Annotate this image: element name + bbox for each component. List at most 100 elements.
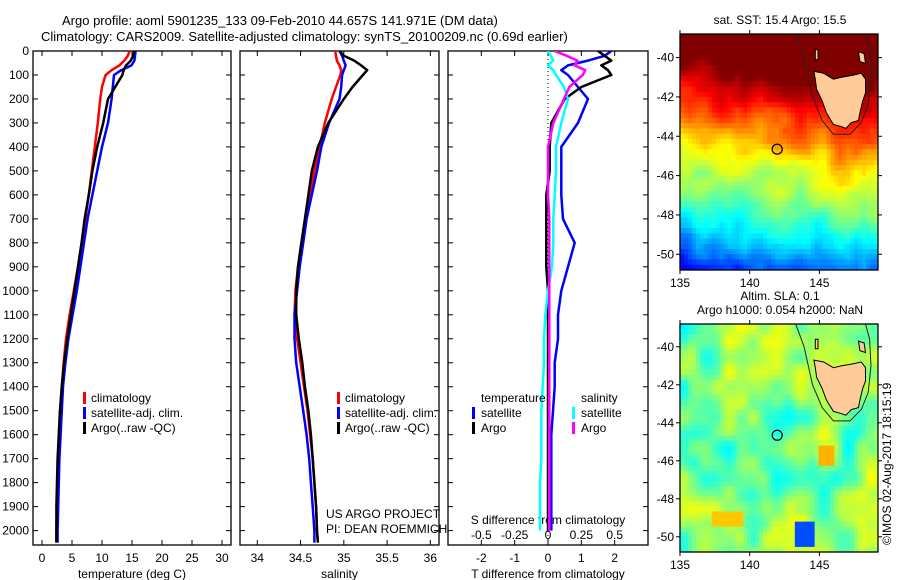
y-tick-label: -50 bbox=[657, 247, 675, 261]
heatmap-cell bbox=[755, 364, 760, 371]
heatmap-cell bbox=[874, 170, 878, 177]
heatmap-cell bbox=[790, 217, 796, 224]
heatmap-cell bbox=[854, 511, 859, 518]
heatmap-cell bbox=[691, 486, 697, 492]
heatmap-cell bbox=[858, 410, 863, 416]
heatmap-cell bbox=[866, 54, 871, 61]
heatmap-cell bbox=[699, 400, 705, 406]
heatmap-cell bbox=[755, 175, 760, 182]
heatmap-cell bbox=[771, 511, 776, 518]
heatmap-cell bbox=[798, 34, 804, 40]
heatmap-cell bbox=[775, 107, 780, 114]
heatmap-cell bbox=[743, 384, 748, 391]
heatmap-cell bbox=[723, 212, 729, 219]
heatmap-cell bbox=[786, 243, 792, 250]
heatmap-cell bbox=[838, 349, 843, 355]
heatmap-cell bbox=[794, 86, 800, 93]
heatmap-cell bbox=[802, 154, 808, 161]
heatmap-cell bbox=[822, 324, 828, 330]
heatmap-cell bbox=[731, 440, 737, 447]
heatmap-cell bbox=[731, 349, 737, 355]
heatmap-cell bbox=[739, 324, 744, 330]
heatmap-cell bbox=[703, 264, 709, 270]
heatmap-cell bbox=[806, 154, 812, 161]
heatmap-cell bbox=[759, 506, 764, 513]
heatmap-cell bbox=[687, 394, 693, 401]
heatmap-cell bbox=[763, 102, 768, 109]
heatmap-cell bbox=[763, 259, 768, 266]
heatmap-cell bbox=[751, 254, 756, 261]
heatmap-cell bbox=[695, 410, 701, 416]
heatmap-cell bbox=[687, 536, 693, 543]
heatmap-cell bbox=[866, 405, 871, 411]
heatmap-cell bbox=[731, 222, 737, 229]
heatmap-cell bbox=[707, 394, 713, 401]
heatmap-cell bbox=[755, 186, 760, 192]
heatmap-cell bbox=[731, 107, 737, 114]
heatmap-cell bbox=[830, 60, 836, 67]
heatmap-cell bbox=[870, 81, 875, 88]
heatmap-cell bbox=[731, 536, 737, 543]
heatmap-cell bbox=[874, 243, 878, 250]
heatmap-cell bbox=[858, 531, 863, 538]
heatmap-cell bbox=[767, 91, 772, 98]
heatmap-cell bbox=[731, 133, 737, 140]
heatmap-cell bbox=[723, 420, 729, 426]
heatmap-cell bbox=[763, 228, 768, 234]
heatmap-cell bbox=[846, 536, 851, 543]
heatmap-cell bbox=[735, 526, 740, 533]
heatmap-cell bbox=[727, 364, 733, 371]
heatmap-cell bbox=[699, 465, 705, 472]
heatmap-cell bbox=[822, 526, 828, 533]
heatmap-cell bbox=[727, 149, 733, 156]
heatmap-cell bbox=[810, 34, 816, 40]
heatmap-cell bbox=[775, 389, 780, 396]
heatmap-cell bbox=[727, 394, 733, 401]
heatmap-cell bbox=[842, 324, 847, 330]
heatmap-cell bbox=[790, 440, 796, 447]
heatmap-cell bbox=[814, 165, 820, 171]
heatmap-cell bbox=[747, 186, 752, 192]
heatmap-cell bbox=[715, 364, 721, 371]
heatmap-cell bbox=[707, 511, 713, 518]
heatmap-cell bbox=[854, 450, 859, 457]
heatmap-cell bbox=[826, 128, 832, 135]
heatmap-cell bbox=[790, 222, 796, 229]
heatmap-cell bbox=[695, 359, 701, 366]
heatmap-cell bbox=[814, 102, 820, 109]
heatmap-cell bbox=[786, 501, 792, 507]
heatmap-cell bbox=[794, 39, 800, 46]
heatmap-cell bbox=[759, 149, 764, 156]
heatmap-cell bbox=[786, 531, 792, 538]
heatmap-cell bbox=[810, 259, 816, 266]
heatmap-cell bbox=[850, 324, 855, 330]
heatmap-cell bbox=[866, 123, 871, 129]
heatmap-cell bbox=[763, 154, 768, 161]
heatmap-cell bbox=[798, 201, 804, 208]
heatmap-cell bbox=[838, 450, 843, 457]
heatmap-cell bbox=[739, 222, 744, 229]
heatmap-cell bbox=[683, 165, 689, 171]
heatmap-cell bbox=[719, 102, 725, 109]
heatmap-cell bbox=[874, 379, 878, 386]
heatmap-cell bbox=[838, 44, 843, 51]
heatmap-cell bbox=[850, 511, 855, 518]
heatmap-cell bbox=[846, 481, 851, 487]
heatmap-cell bbox=[771, 491, 776, 497]
y-tick-label: 1000 bbox=[2, 284, 29, 298]
heatmap-cell bbox=[719, 379, 725, 386]
heatmap-cell bbox=[858, 506, 863, 513]
heatmap-cell bbox=[687, 207, 693, 213]
heatmap-cell bbox=[826, 445, 832, 452]
heatmap-cell bbox=[755, 180, 760, 187]
heatmap-cell bbox=[723, 384, 729, 391]
heatmap-cell bbox=[755, 430, 760, 437]
heatmap-cell bbox=[830, 344, 836, 350]
legend-label: satellite bbox=[581, 406, 622, 420]
heatmap-cell bbox=[858, 526, 863, 533]
heatmap-cell bbox=[802, 526, 808, 533]
heatmap-cell bbox=[680, 70, 685, 77]
heatmap-cell bbox=[719, 207, 725, 213]
heatmap-cell bbox=[818, 149, 824, 156]
heatmap-cell bbox=[838, 445, 843, 452]
